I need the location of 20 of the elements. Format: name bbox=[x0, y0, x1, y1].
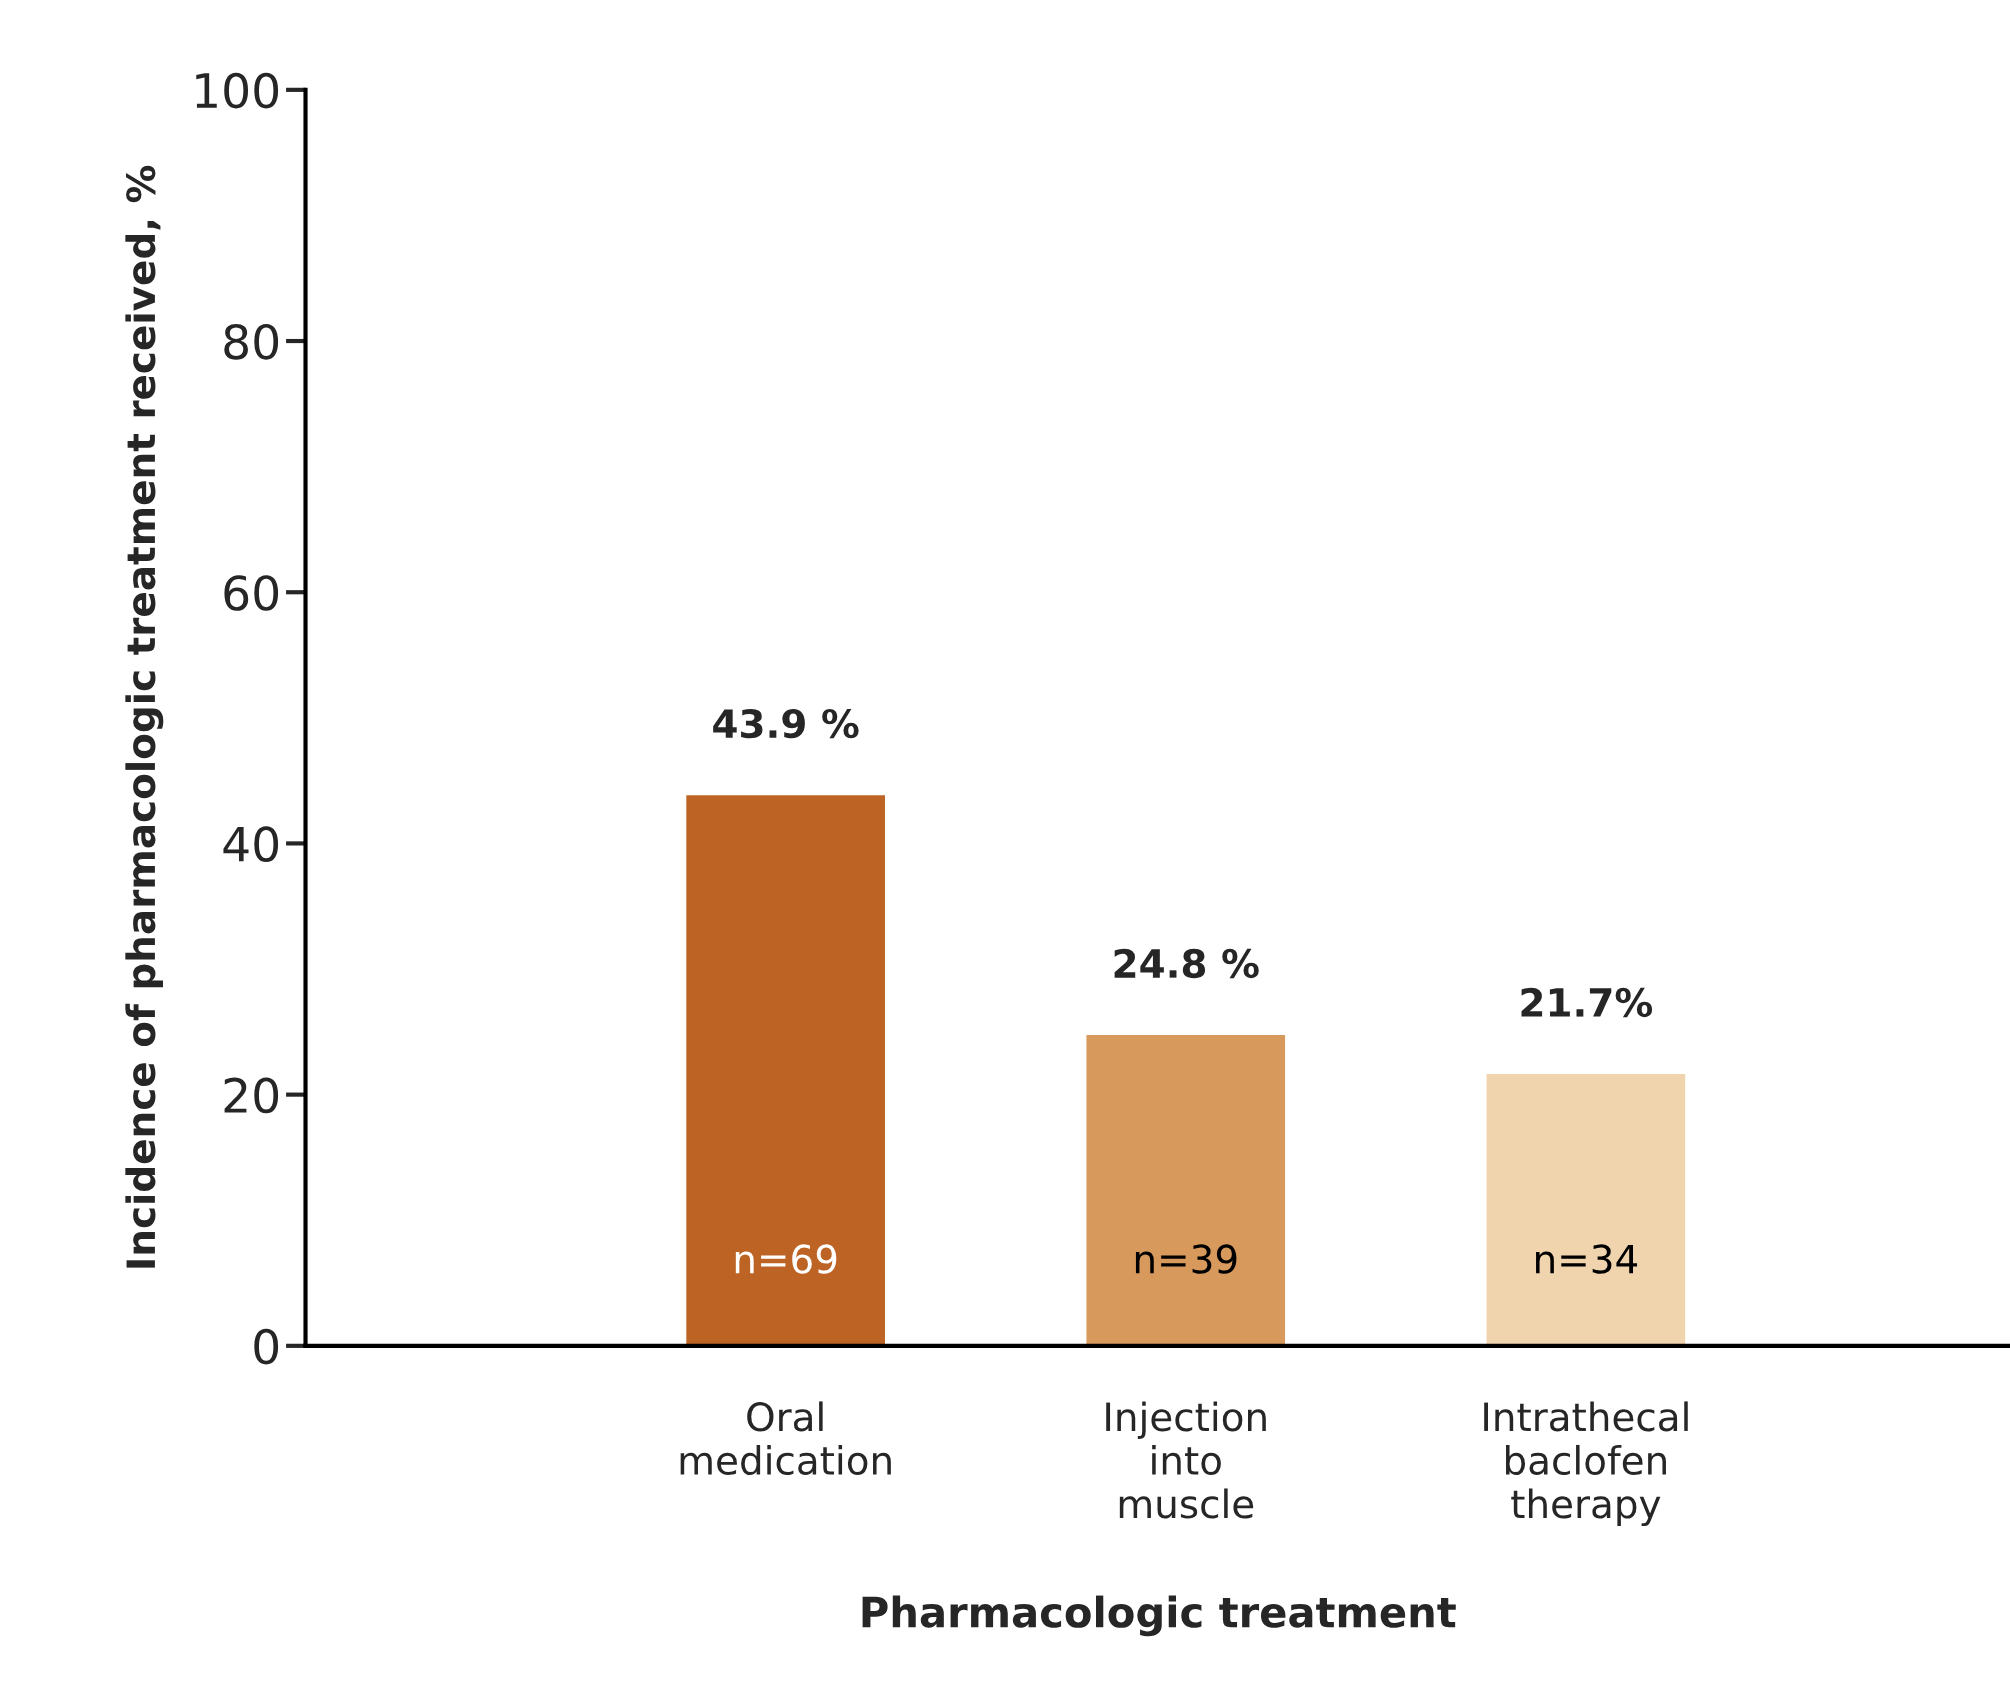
x-tick-label: Oral medication bbox=[680, 1401, 891, 1476]
x-tick-label: Injection into muscle bbox=[1106, 1401, 1266, 1519]
y-tick-label: 40 bbox=[223, 826, 279, 863]
y-tick-label: 20 bbox=[224, 1077, 279, 1114]
y-tick-label: 0 bbox=[254, 1328, 279, 1365]
data-label: 43.9 % bbox=[713, 708, 859, 739]
x-tick-label: Intrathecal baclofen therapy bbox=[1484, 1401, 1688, 1527]
data-label: 21.7% bbox=[1521, 987, 1653, 1018]
data-label: 24.8 % bbox=[1114, 948, 1259, 979]
y-axis-title: Incidence of pharmacologic treatment received, % bbox=[125, 165, 164, 1268]
bar bbox=[1485, 1072, 1687, 1346]
x-axis-title: Pharmacologic treatment bbox=[862, 1595, 1456, 1637]
y-tick-label: 60 bbox=[224, 575, 279, 611]
y-tick-label: 80 bbox=[224, 323, 279, 360]
annotation: n=39 bbox=[1135, 1244, 1237, 1274]
annotation: n=69 bbox=[735, 1244, 837, 1274]
bar bbox=[684, 793, 887, 1346]
y-tick-label: 100 bbox=[196, 72, 279, 109]
bar bbox=[1085, 1033, 1287, 1346]
annotation: n=34 bbox=[1536, 1244, 1638, 1274]
